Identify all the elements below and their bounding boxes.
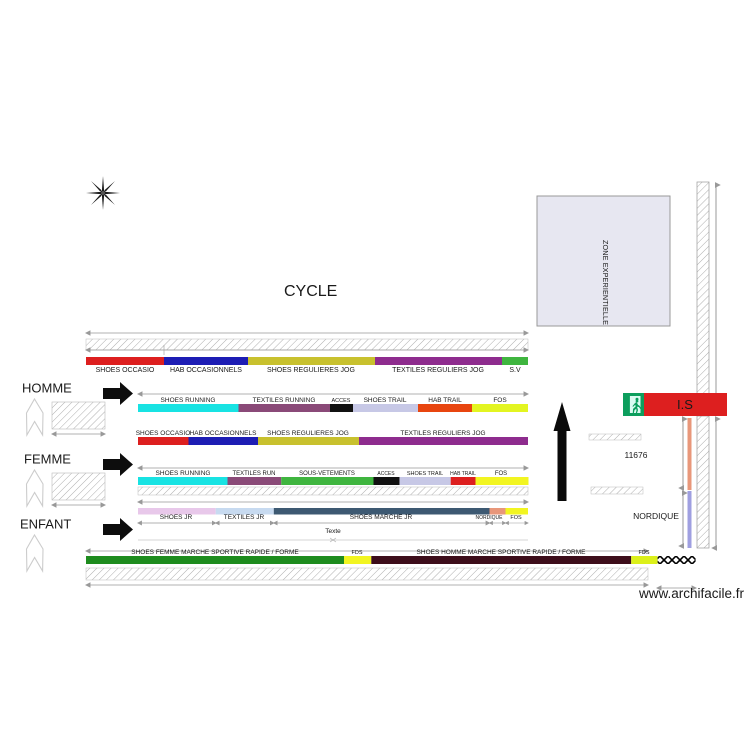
svg-text:SOUS-VETEMENTS: SOUS-VETEMENTS xyxy=(299,471,355,477)
svg-text:HAB TRAIL: HAB TRAIL xyxy=(450,471,476,477)
svg-text:CYCLE: CYCLE xyxy=(284,283,337,300)
svg-text:TEXTILES REGULIERS JOG: TEXTILES REGULIERS JOG xyxy=(400,430,485,437)
svg-text:SHOES TRAIL: SHOES TRAIL xyxy=(407,471,443,477)
svg-text:HAB OCCASIONNELS: HAB OCCASIONNELS xyxy=(190,430,257,437)
svg-text:11676: 11676 xyxy=(624,450,647,460)
svg-text:SHOES RUNNING: SHOES RUNNING xyxy=(156,470,211,477)
svg-text:SHOES FEMME MARCHE SPORTIVE RA: SHOES FEMME MARCHE SPORTIVE RAPIDE / FOR… xyxy=(131,549,299,556)
svg-text:SHOES MARCHE JR: SHOES MARCHE JR xyxy=(350,514,413,521)
svg-text:NORDIQUE: NORDIQUE xyxy=(476,515,504,521)
svg-text:FOS: FOS xyxy=(495,471,507,477)
svg-text:SHOES JR: SHOES JR xyxy=(160,514,193,521)
svg-text:NORDIQUE: NORDIQUE xyxy=(633,511,679,521)
svg-text:www.archifacile.fr: www.archifacile.fr xyxy=(638,586,745,601)
svg-text:TEXTILES RUN: TEXTILES RUN xyxy=(232,471,275,477)
svg-text:SHOES TRAIL: SHOES TRAIL xyxy=(364,397,407,404)
svg-text:ENFANT: ENFANT xyxy=(20,517,71,532)
svg-text:ACCES: ACCES xyxy=(377,471,395,477)
svg-text:HAB OCCASIONNELS: HAB OCCASIONNELS xyxy=(170,367,242,374)
svg-text:SHOES REGULIERES JOG: SHOES REGULIERES JOG xyxy=(267,430,349,437)
svg-text:I.S: I.S xyxy=(677,397,693,412)
svg-text:TEXTILES JR: TEXTILES JR xyxy=(224,514,265,521)
svg-text:ZONE EXPERIENTIELLE: ZONE EXPERIENTIELLE xyxy=(601,240,610,325)
svg-text:TEXTILES REGULIERS JOG: TEXTILES REGULIERS JOG xyxy=(392,367,484,374)
svg-text:SHOES OCCASIO: SHOES OCCASIO xyxy=(96,367,155,374)
svg-text:HOMME: HOMME xyxy=(22,381,72,396)
svg-text:HAB TRAIL: HAB TRAIL xyxy=(428,397,462,404)
svg-text:SHOES RUNNING: SHOES RUNNING xyxy=(161,397,216,404)
svg-text:FDS: FDS xyxy=(352,550,363,556)
svg-text:FDS: FDS xyxy=(639,550,650,556)
svg-text:ACCES: ACCES xyxy=(332,398,351,404)
svg-text:FOS: FOS xyxy=(493,397,507,404)
svg-text:TEXTILES RUNNING: TEXTILES RUNNING xyxy=(253,397,316,404)
svg-text:SHOES OCCASIO: SHOES OCCASIO xyxy=(136,430,191,437)
svg-text:Texte: Texte xyxy=(325,528,341,535)
svg-text:SHOES REGULIERES JOG: SHOES REGULIERES JOG xyxy=(267,367,355,374)
svg-text:S.V: S.V xyxy=(509,367,521,374)
svg-text:SHOES HOMME MARCHE SPORTIVE RA: SHOES HOMME MARCHE SPORTIVE RAPIDE / FOR… xyxy=(417,549,587,556)
svg-text:FOS: FOS xyxy=(510,515,522,521)
svg-text:FEMME: FEMME xyxy=(24,452,71,467)
